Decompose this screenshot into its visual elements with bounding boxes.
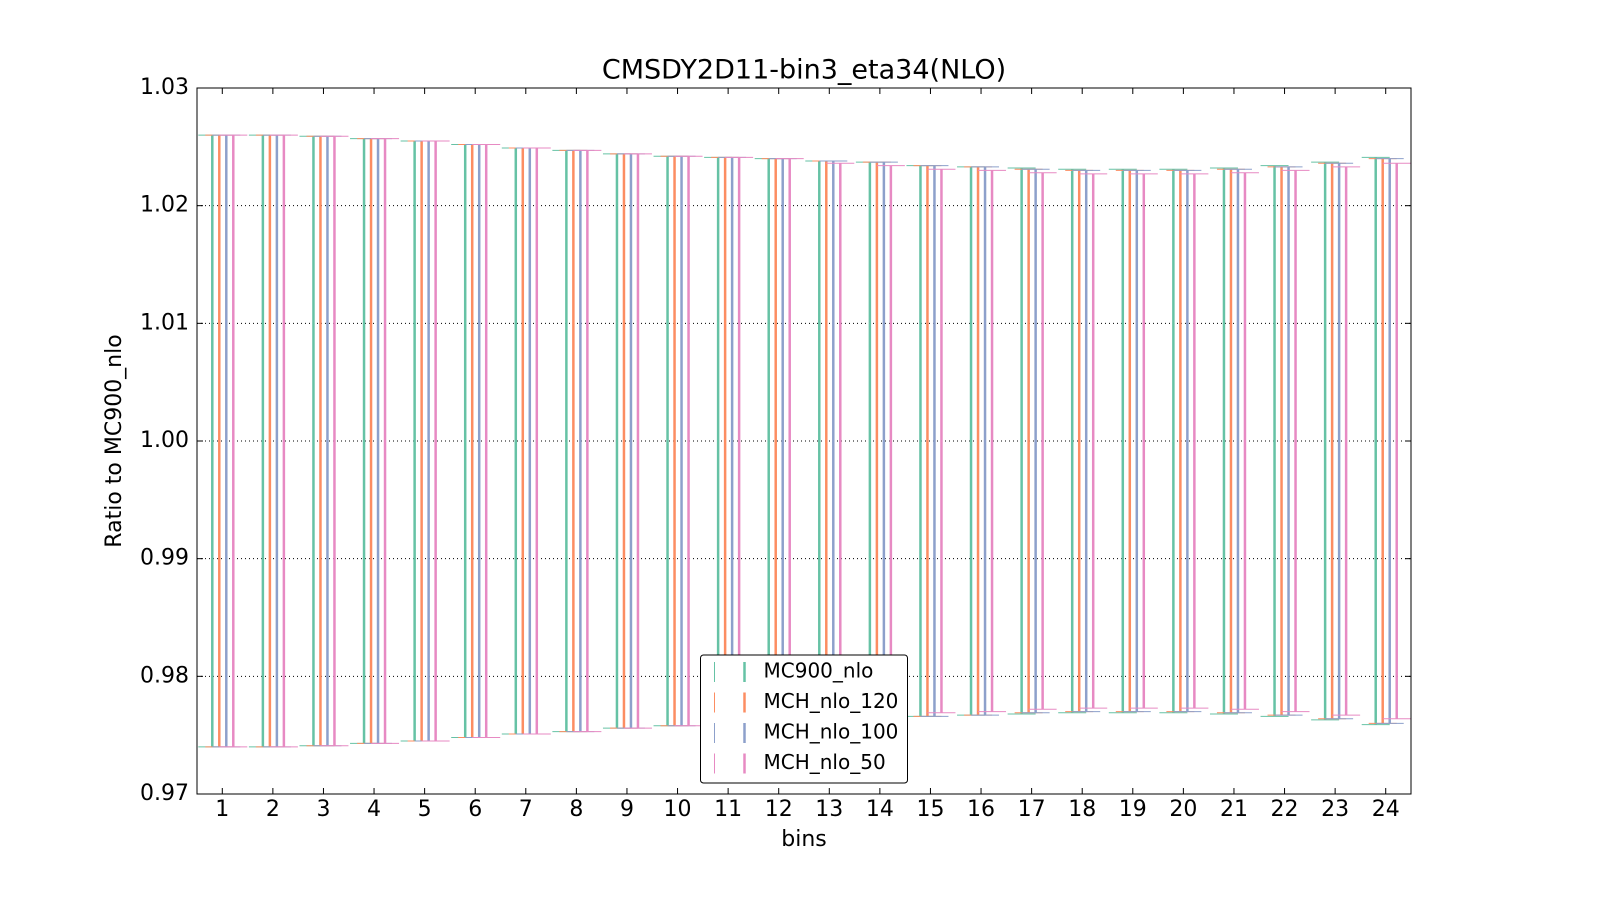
x-tick-label: 7 [519, 797, 533, 822]
y-tick-label: 0.97 [140, 781, 189, 806]
y-tick-label: 1.02 [140, 193, 189, 218]
chart-title: CMSDY2D11-bin3_eta34(NLO) [602, 55, 1006, 86]
legend: MC900_nlo MCH_nlo_120 MCH_nlo_100 MCH_nlo_5… [700, 654, 908, 784]
legend-label: MCH_nlo_100 [764, 720, 899, 744]
x-tick-label: 17 [1018, 797, 1046, 822]
x-tick-label: 20 [1169, 797, 1197, 822]
error-bar [1274, 166, 1303, 716]
y-tick-label: 1.00 [140, 428, 189, 453]
error-bar [1079, 173, 1108, 709]
error-bar [1058, 168, 1087, 714]
error-bar [1028, 172, 1057, 710]
x-tick-label: 19 [1119, 797, 1147, 822]
x-tick-label: 4 [367, 797, 381, 822]
y-axis-label: Ratio to MC900_nlo [102, 334, 127, 547]
y-tick-label: 1.03 [140, 75, 189, 100]
x-tick-label: 8 [569, 797, 583, 822]
x-tick-label: 21 [1220, 797, 1248, 822]
error-bar [978, 169, 1007, 713]
error-bar [1281, 169, 1310, 713]
error-bar [674, 155, 703, 727]
y-tick-label: 0.98 [140, 663, 189, 688]
x-tick-label: 18 [1068, 797, 1096, 822]
x-tick-label: 10 [664, 797, 692, 822]
error-bar [1361, 156, 1390, 726]
x-tick-label: 24 [1372, 797, 1400, 822]
legend-label: MCH_nlo_50 [764, 750, 886, 774]
error-bar [1108, 168, 1137, 714]
error-bar [573, 149, 602, 733]
error-bar [1311, 161, 1340, 721]
plot-frame [196, 87, 1412, 795]
error-bar [1260, 165, 1289, 717]
x-tick-label: 9 [620, 797, 634, 822]
error-bar [927, 168, 956, 714]
x-tick-label: 14 [866, 797, 894, 822]
x-tick-label: 12 [765, 797, 793, 822]
error-bar [1230, 172, 1259, 710]
error-bar [522, 147, 551, 735]
error-bar [421, 140, 450, 742]
error-bar [1159, 168, 1188, 714]
x-axis-label: bins [781, 827, 826, 852]
error-bar [920, 165, 949, 717]
error-bar [1325, 162, 1354, 720]
legend-label: MCH_nlo_120 [764, 689, 899, 713]
error-bar [1129, 173, 1158, 709]
error-bar [1173, 169, 1202, 713]
error-bar [269, 134, 298, 748]
x-tick-label: 23 [1321, 797, 1349, 822]
error-bar [371, 138, 400, 744]
x-tick-label: 15 [916, 797, 944, 822]
x-tick-label: 22 [1271, 797, 1299, 822]
x-tick-label: 16 [967, 797, 995, 822]
y-tick-label: 1.01 [140, 310, 189, 335]
error-bar [320, 135, 349, 747]
x-tick-label: 13 [815, 797, 843, 822]
x-tick-label: 5 [418, 797, 432, 822]
error-bar [1180, 173, 1209, 709]
error-bar [623, 153, 652, 729]
x-tick-label: 11 [714, 797, 742, 822]
y-tick-label: 0.99 [140, 546, 189, 571]
error-bar [971, 166, 1000, 716]
error-bar [219, 134, 248, 748]
x-tick-label: 6 [468, 797, 482, 822]
x-tick-label: 1 [215, 797, 229, 822]
legend-label: MC900_nlo [764, 659, 874, 683]
error-bar [1332, 166, 1361, 716]
x-tick-label: 2 [266, 797, 280, 822]
error-bar [472, 143, 501, 739]
error-bar [1021, 168, 1050, 714]
error-bar [1382, 162, 1411, 720]
error-bar [1072, 169, 1101, 713]
error-bar [1375, 158, 1404, 724]
legend-box [700, 654, 908, 784]
error-bar [1007, 167, 1036, 715]
error-bar [1122, 169, 1151, 713]
error-bar [1209, 167, 1238, 715]
x-tick-label: 3 [316, 797, 330, 822]
error-bar [1223, 168, 1252, 714]
